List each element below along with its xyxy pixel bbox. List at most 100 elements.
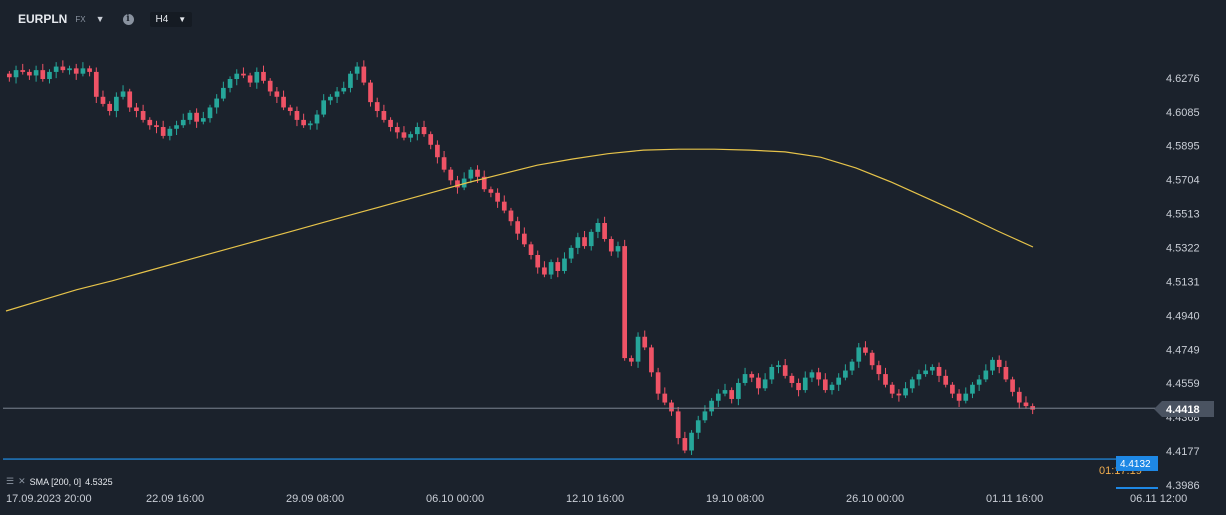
candle[interactable]	[455, 175, 460, 194]
candle[interactable]	[662, 387, 668, 406]
candle[interactable]	[495, 188, 500, 208]
candle[interactable]	[1010, 376, 1015, 397]
candle[interactable]	[622, 239, 628, 361]
candle[interactable]	[421, 120, 427, 137]
candle[interactable]	[542, 261, 547, 278]
candle[interactable]	[756, 373, 761, 395]
candle[interactable]	[180, 113, 186, 128]
candle[interactable]	[120, 85, 126, 100]
candle[interactable]	[47, 69, 52, 84]
candle[interactable]	[274, 87, 280, 104]
candle[interactable]	[154, 120, 159, 134]
candle[interactable]	[856, 342, 862, 368]
candle[interactable]	[608, 236, 614, 256]
info-icon[interactable]: i	[122, 13, 134, 25]
candle[interactable]	[936, 362, 942, 383]
candle[interactable]	[889, 382, 895, 399]
candle[interactable]	[548, 259, 554, 279]
candle[interactable]	[435, 140, 440, 164]
candle[interactable]	[13, 65, 19, 84]
candle[interactable]	[321, 94, 327, 118]
candle[interactable]	[93, 67, 99, 104]
symbol-label[interactable]: EURPLN	[18, 12, 68, 26]
candle[interactable]	[348, 71, 353, 93]
candle[interactable]	[575, 232, 581, 255]
candle[interactable]	[428, 131, 434, 150]
candle[interactable]	[468, 167, 474, 184]
candle[interactable]	[588, 229, 594, 251]
candle[interactable]	[562, 252, 567, 274]
candle[interactable]	[983, 364, 989, 383]
candle[interactable]	[869, 350, 875, 370]
candle[interactable]	[515, 216, 520, 240]
candle[interactable]	[508, 207, 514, 226]
candle[interactable]	[394, 122, 400, 139]
candle[interactable]	[261, 65, 266, 84]
candle[interactable]	[715, 389, 721, 407]
candle[interactable]	[488, 186, 494, 198]
candle[interactable]	[7, 71, 12, 82]
candle[interactable]	[140, 104, 146, 123]
candle[interactable]	[816, 367, 821, 386]
candle[interactable]	[990, 357, 995, 375]
candle[interactable]	[682, 431, 688, 454]
candle[interactable]	[127, 88, 133, 112]
timeframe-selector[interactable]: H4 ▼	[149, 11, 193, 27]
candle[interactable]	[100, 90, 106, 107]
candle[interactable]	[950, 382, 955, 399]
candle[interactable]	[796, 378, 801, 397]
candle[interactable]	[234, 69, 240, 86]
candle[interactable]	[742, 367, 748, 386]
candle[interactable]	[221, 81, 226, 102]
candle[interactable]	[689, 430, 694, 455]
candle[interactable]	[749, 371, 755, 383]
candle[interactable]	[67, 65, 72, 75]
candle[interactable]	[354, 62, 360, 80]
candle[interactable]	[227, 76, 233, 93]
candle[interactable]	[896, 389, 902, 402]
candle[interactable]	[20, 63, 26, 75]
candle[interactable]	[267, 78, 273, 96]
candle[interactable]	[200, 111, 206, 125]
candle[interactable]	[214, 94, 220, 114]
candle[interactable]	[582, 230, 587, 249]
candle[interactable]	[970, 382, 975, 399]
candle[interactable]	[388, 117, 393, 132]
candle[interactable]	[909, 376, 915, 393]
candle[interactable]	[649, 344, 654, 377]
candle[interactable]	[809, 369, 815, 383]
candle[interactable]	[160, 120, 166, 139]
candle[interactable]	[843, 364, 848, 381]
candle[interactable]	[414, 122, 420, 141]
candle[interactable]	[60, 60, 66, 73]
candle[interactable]	[655, 367, 661, 400]
candle[interactable]	[368, 79, 373, 107]
candle[interactable]	[642, 330, 648, 351]
candle[interactable]	[595, 218, 601, 239]
candle[interactable]	[33, 65, 39, 82]
candle[interactable]	[956, 389, 962, 407]
symbol-dropdown-caret-icon[interactable]: ▼	[95, 14, 105, 24]
candle[interactable]	[963, 387, 969, 404]
candle[interactable]	[501, 195, 507, 214]
candle[interactable]	[535, 250, 541, 274]
candle[interactable]	[448, 167, 454, 185]
candle[interactable]	[782, 358, 788, 379]
candle[interactable]	[441, 151, 447, 173]
candle[interactable]	[114, 92, 119, 118]
candle[interactable]	[776, 360, 781, 374]
candle[interactable]	[789, 373, 795, 388]
candle[interactable]	[408, 131, 413, 143]
candle[interactable]	[341, 81, 347, 95]
candle[interactable]	[1030, 403, 1035, 415]
candle[interactable]	[328, 94, 333, 105]
candle[interactable]	[53, 62, 59, 79]
candle[interactable]	[1023, 396, 1029, 409]
candle[interactable]	[528, 241, 534, 260]
candle[interactable]	[629, 355, 634, 367]
indicator-settings-icon[interactable]: ☰	[6, 476, 15, 486]
candle[interactable]	[241, 67, 246, 79]
candle[interactable]	[555, 257, 561, 278]
candle[interactable]	[301, 113, 306, 128]
candle[interactable]	[40, 63, 46, 82]
